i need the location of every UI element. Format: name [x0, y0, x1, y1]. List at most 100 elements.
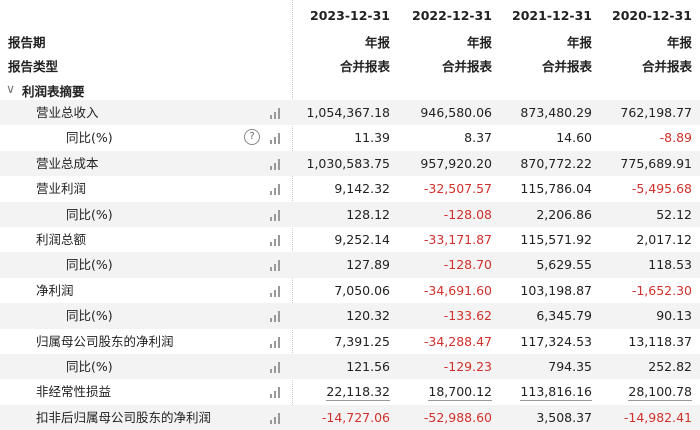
cell-value: -5,495.68	[596, 176, 692, 201]
type-label: 报告类型	[8, 59, 59, 74]
cell-value[interactable]: 22,118.32	[294, 379, 390, 404]
cell-value: 957,920.20	[396, 151, 492, 176]
bar-chart-icon[interactable]	[270, 209, 284, 221]
bar-chart-icon[interactable]	[270, 285, 284, 297]
cell-text: -128.70	[443, 257, 492, 273]
row-label: 营业利润	[36, 181, 87, 197]
cell-value[interactable]: 18,700.12	[396, 379, 492, 404]
section-toggle[interactable]: ∨ 利润表摘要	[0, 77, 700, 101]
column-period: 年报	[666, 35, 692, 50]
cell-text: 11.39	[354, 130, 390, 146]
table-row: 同比(%) 120.32 -133.62 6,345.79 90.13	[0, 303, 700, 329]
cell-text: -32,507.57	[423, 181, 492, 197]
column-date: 2022-12-31	[412, 8, 492, 23]
cell-value: 121.56	[294, 354, 390, 379]
table-row: 同比(%)? 11.39 8.37 14.60 -8.89	[0, 125, 700, 150]
row-label: 营业总成本	[36, 155, 99, 171]
cell-value: 14.60	[496, 125, 592, 150]
cell-text: 13,118.37	[628, 333, 692, 349]
cell-value: 8.37	[396, 125, 492, 150]
cell-value: 762,198.77	[596, 100, 692, 125]
cell-text: 1,054,367.18	[306, 105, 391, 120]
cell-text: 22,118.32	[326, 384, 390, 402]
cell-text: -8.89	[659, 130, 692, 146]
column-date: 2021-12-31	[512, 8, 592, 23]
cell-text: 121.56	[346, 359, 390, 374]
bar-chart-icon[interactable]	[270, 387, 284, 399]
column-type: 合并报表	[441, 59, 492, 74]
cell-value: -33,171.87	[396, 227, 492, 252]
cell-value: -8.89	[596, 125, 692, 150]
bar-chart-icon[interactable]	[270, 108, 284, 119]
bar-chart-icon[interactable]	[270, 362, 284, 373]
bar-chart-icon[interactable]	[270, 311, 284, 323]
cell-value: -52,988.60	[396, 405, 492, 430]
bar-chart-icon[interactable]	[270, 158, 284, 170]
cell-value: 794.35	[496, 354, 592, 379]
bar-chart-icon[interactable]	[270, 336, 284, 348]
cell-value: 946,580.06	[396, 100, 492, 125]
cell-text: 252.82	[648, 359, 692, 374]
chevron-down-icon: ∨	[6, 81, 16, 96]
cell-value: -1,652.30	[596, 278, 692, 303]
cell-value: 9,142.32	[294, 176, 390, 201]
bar-chart-icon[interactable]	[270, 133, 284, 145]
header-date-row: 2023-12-31 2022-12-31 2021-12-31 2020-12…	[0, 4, 700, 28]
cell-text: 8.37	[464, 130, 492, 146]
bar-chart-icon[interactable]	[270, 235, 284, 246]
row-label: 同比(%)	[66, 359, 113, 374]
cell-text: 873,480.29	[520, 105, 592, 120]
cell-text: -5,495.68	[631, 181, 692, 197]
bar-chart-icon[interactable]	[270, 412, 284, 424]
cell-text: 18,700.12	[428, 384, 492, 402]
cell-value[interactable]: 113,816.16	[496, 379, 592, 404]
cell-value: 117,324.53	[496, 329, 592, 354]
bar-chart-icon[interactable]	[270, 184, 284, 196]
cell-text: -33,171.87	[423, 232, 492, 247]
row-label: 营业总收入	[36, 105, 99, 120]
table-row: 归属母公司股东的净利润 7,391.25 -34,288.47 117,324.53 1…	[0, 329, 700, 354]
column-type: 合并报表	[641, 59, 692, 74]
cell-value: -14,727.06	[294, 405, 390, 430]
cell-text: 127.89	[346, 257, 390, 273]
cell-text: -52,988.60	[423, 409, 492, 425]
cell-text: 3,508.37	[536, 409, 592, 425]
column-date: 2020-12-31	[612, 8, 692, 23]
cell-value: 11.39	[294, 125, 390, 150]
cell-value: -129.23	[396, 354, 492, 379]
column-date: 2023-12-31	[310, 8, 390, 23]
cell-value: -34,691.60	[396, 278, 492, 303]
cell-value: 115,786.04	[496, 176, 592, 201]
cell-value: 3,508.37	[496, 405, 592, 430]
cell-value: 7,050.06	[294, 278, 390, 303]
cell-text: 9,252.14	[334, 232, 390, 247]
cell-value: 2,206.86	[496, 202, 592, 227]
cell-value: -128.08	[396, 202, 492, 227]
header-type-row: 报告类型 合并报表 合并报表 合并报表 合并报表	[0, 52, 700, 76]
cell-text: 52.12	[656, 206, 692, 222]
cell-text: -133.62	[443, 308, 492, 324]
period-label: 报告期	[8, 35, 46, 50]
cell-text: -34,691.60	[423, 282, 492, 298]
cell-text: 775,689.91	[620, 155, 692, 171]
table-row: 利润总额 9,252.14 -33,171.87 115,571.92 2,017.12	[0, 227, 700, 252]
cell-value: 128.12	[294, 202, 390, 227]
cell-value[interactable]: 28,100.78	[596, 379, 692, 404]
cell-text: -14,982.41	[623, 409, 692, 425]
cell-text: 794.35	[548, 359, 592, 374]
cell-value: 1,054,367.18	[294, 100, 391, 125]
cell-value: -14,982.41	[596, 405, 692, 430]
help-icon[interactable]: ?	[244, 129, 260, 146]
bar-chart-icon[interactable]	[270, 260, 284, 272]
cell-text: -129.23	[443, 359, 492, 374]
table-row: 净利润 7,050.06 -34,691.60 103,198.87 -1,652.30	[0, 278, 700, 303]
cell-value: 775,689.91	[596, 151, 692, 176]
cell-value: 13,118.37	[596, 329, 692, 354]
row-label: 同比(%)	[66, 206, 113, 222]
cell-value: 873,480.29	[496, 100, 592, 125]
table-row: 扣非后归属母公司股东的净利润 -14,727.06 -52,988.60 3,508.…	[0, 404, 700, 430]
cell-text: 6,345.79	[536, 308, 592, 324]
cell-value: 870,772.22	[496, 151, 592, 176]
cell-text: 957,920.20	[420, 155, 492, 171]
